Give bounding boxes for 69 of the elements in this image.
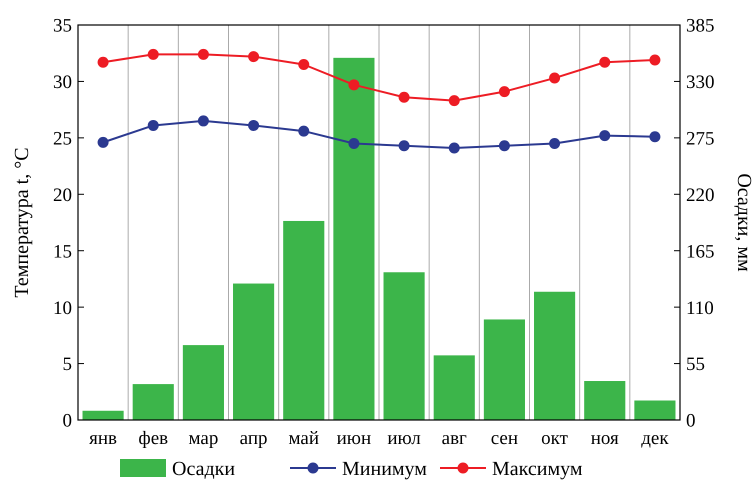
- y2-tick-label: 330: [686, 72, 714, 94]
- y2-tick-label: 165: [686, 241, 714, 262]
- bar: [534, 292, 576, 420]
- legend-label: Минимум: [342, 458, 428, 480]
- y-tick-label: 25: [53, 128, 72, 150]
- x-tick-label: июл: [387, 428, 422, 449]
- y-axis-title: Температура t, °C: [11, 147, 33, 298]
- x-tick-label: май: [288, 428, 319, 449]
- y-tick-label: 5: [62, 354, 72, 376]
- bar: [634, 400, 676, 420]
- point: [599, 56, 610, 68]
- x-tick-label: фев: [138, 428, 168, 449]
- bar: [484, 319, 525, 420]
- legend-label: Осадки: [172, 458, 236, 480]
- point: [498, 140, 510, 152]
- point: [198, 115, 209, 126]
- point: [198, 48, 209, 60]
- point: [549, 138, 560, 149]
- point: [148, 120, 159, 131]
- y2-tick-label: 275: [686, 128, 714, 150]
- bar: [132, 384, 174, 420]
- y-tick-label: 30: [53, 72, 72, 94]
- x-tick-label: апр: [240, 428, 268, 449]
- point: [298, 126, 310, 137]
- y-tick-label: 0: [62, 410, 72, 432]
- x-tick-label: авг: [442, 428, 468, 449]
- point: [398, 92, 410, 103]
- legend-label: Максимум: [492, 458, 583, 480]
- x-tick-label: мар: [188, 428, 218, 449]
- x-tick-label: июн: [336, 428, 372, 449]
- point: [98, 56, 109, 68]
- point: [448, 95, 460, 106]
- point: [348, 79, 360, 90]
- point: [298, 59, 310, 70]
- point: [248, 120, 260, 131]
- x-tick-label: окт: [541, 428, 569, 449]
- y2-tick-label: 110: [686, 298, 714, 319]
- y2-tick-label: 0: [686, 410, 696, 432]
- x-tick-label: ноя: [590, 428, 620, 449]
- y-tick-label: 35: [53, 16, 72, 37]
- y-tick-label: 10: [53, 298, 72, 319]
- y-tick-label: 20: [53, 184, 72, 206]
- bar: [584, 381, 626, 420]
- point: [549, 72, 560, 84]
- bar: [182, 345, 224, 420]
- point: [599, 130, 610, 142]
- bar: [434, 355, 475, 420]
- point: [248, 51, 260, 62]
- y2-axis-title: Осадки, мм: [733, 173, 755, 272]
- y2-tick-label: 55: [686, 354, 705, 376]
- bar: [283, 220, 324, 420]
- y2-tick-label: 385: [686, 16, 714, 37]
- point: [649, 54, 660, 66]
- point: [98, 136, 109, 148]
- x-tick-label: дек: [641, 428, 670, 449]
- bar: [233, 284, 274, 420]
- bar: [333, 58, 374, 420]
- point: [448, 142, 460, 154]
- bar: [82, 410, 124, 420]
- point: [148, 48, 159, 60]
- point: [498, 86, 510, 98]
- x-tick-label: янв: [89, 428, 118, 449]
- y-tick-label: 15: [53, 241, 72, 262]
- x-tick-label: сен: [490, 428, 518, 449]
- point: [649, 131, 660, 142]
- point: [398, 140, 410, 152]
- y2-tick-label: 220: [686, 184, 714, 206]
- point: [348, 138, 360, 149]
- bar: [384, 272, 425, 420]
